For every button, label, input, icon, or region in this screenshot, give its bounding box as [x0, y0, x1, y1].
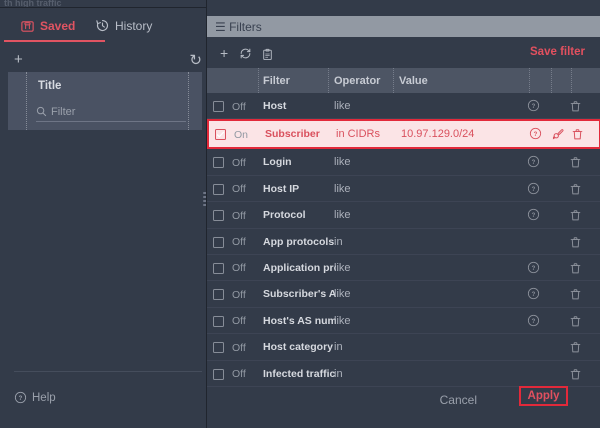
svg-text:?: ?: [532, 104, 536, 110]
svg-text:?: ?: [532, 292, 536, 298]
svg-text:?: ?: [534, 132, 538, 138]
svg-text:?: ?: [532, 160, 536, 166]
svg-text:?: ?: [19, 396, 23, 402]
svg-text:?: ?: [532, 213, 536, 219]
svg-text:?: ?: [532, 187, 536, 193]
svg-text:?: ?: [532, 266, 536, 272]
svg-text:?: ?: [532, 319, 536, 325]
